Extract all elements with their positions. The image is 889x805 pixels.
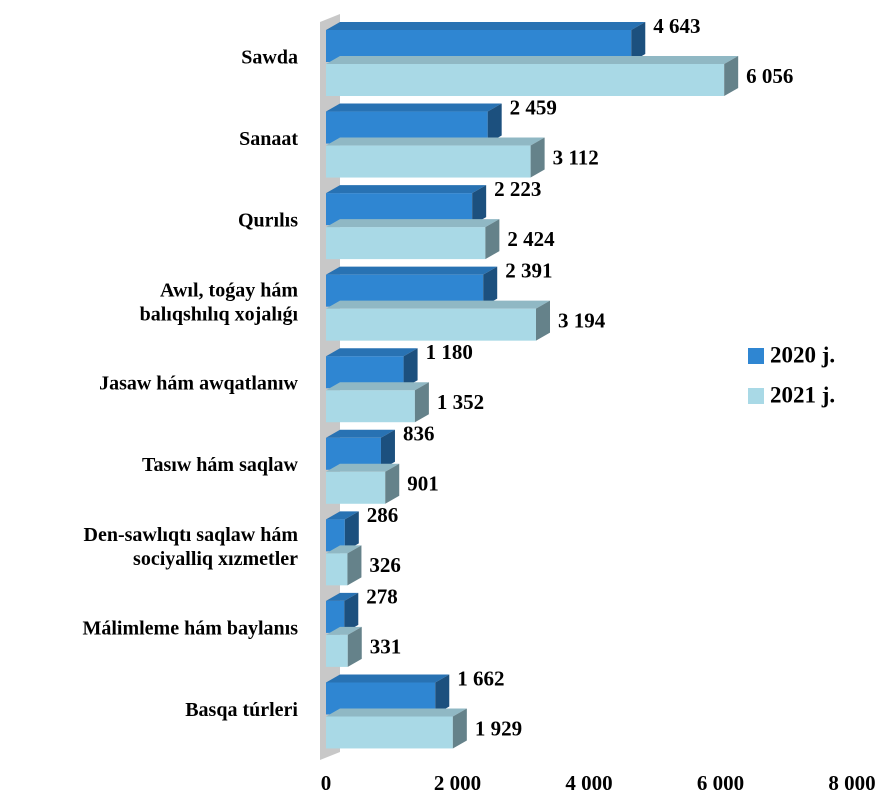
bar-top	[326, 545, 362, 554]
bar	[326, 471, 386, 504]
bar-side	[435, 674, 450, 715]
legend-label: 2020 j.	[770, 342, 835, 367]
value-label: 1 180	[426, 340, 473, 364]
x-tick-label: 0	[321, 771, 332, 795]
bar	[326, 64, 725, 96]
category-label: Den-sawlıqtı saqlaw hám sociyalliq xızmet…	[84, 524, 299, 570]
category-label: Awıl, toǵay hám balıqshılıq xojalıǵı	[140, 279, 299, 325]
bar	[326, 600, 345, 633]
category-label: Tasıw hám saqlaw	[142, 454, 299, 476]
bar-side	[472, 185, 487, 226]
bar	[326, 227, 486, 260]
category-label: Basqa túrleri	[185, 699, 298, 721]
bar-top	[326, 300, 551, 309]
bar-side	[483, 266, 498, 307]
value-label: 6 056	[746, 64, 793, 88]
x-tick-label: 6 000	[697, 771, 744, 795]
bar-top	[326, 511, 359, 520]
bar-side	[344, 511, 359, 552]
bar-side	[724, 56, 739, 96]
bar-side	[403, 348, 418, 389]
value-label: 2 459	[510, 95, 557, 119]
bar-top	[326, 348, 418, 357]
legend-swatch	[748, 348, 764, 364]
bar-side	[344, 592, 359, 633]
bar-top	[326, 382, 429, 391]
value-label: 331	[370, 635, 402, 659]
bar-side	[380, 429, 395, 470]
bar-side	[485, 219, 500, 260]
bar-top	[326, 22, 646, 30]
bar-top	[326, 103, 502, 112]
bar	[326, 390, 415, 423]
bar	[326, 716, 453, 749]
value-label: 278	[366, 585, 398, 609]
legend-label: 2021 j.	[770, 382, 835, 407]
value-label: 1 662	[457, 666, 504, 690]
value-label: 3 112	[553, 145, 599, 169]
bar-side	[347, 626, 362, 667]
bar-top	[326, 592, 359, 601]
value-label: 326	[369, 553, 401, 577]
value-label: 4 643	[653, 14, 700, 38]
bar-side	[487, 103, 502, 144]
bar-top	[326, 429, 395, 438]
bar-top	[326, 266, 498, 275]
value-label: 2 391	[505, 258, 552, 282]
bar	[326, 634, 348, 667]
value-label: 2 223	[494, 177, 541, 201]
bar-top	[326, 137, 545, 146]
value-label: 3 194	[558, 308, 606, 332]
category-label: Jasaw hám awqatlanıw	[99, 373, 298, 395]
bar-side	[414, 382, 429, 423]
bar-top	[326, 219, 500, 228]
category-label: Sawda	[241, 46, 298, 68]
bar-side	[452, 708, 467, 749]
legend-swatch	[748, 388, 764, 404]
bar-side	[536, 300, 551, 341]
value-label: 836	[403, 422, 435, 446]
value-label: 286	[367, 503, 399, 527]
bar-side	[385, 463, 400, 504]
x-tick-label: 4 000	[565, 771, 612, 795]
bar-top	[326, 674, 450, 683]
value-label: 901	[407, 472, 439, 496]
bar	[326, 519, 345, 552]
category-label: Málimleme hám baylanıs	[82, 617, 298, 639]
bar-top	[326, 56, 739, 64]
x-tick-label: 8 000	[828, 771, 875, 795]
category-label: Sanaat	[239, 128, 298, 150]
category-label: Qurılıs	[238, 209, 298, 231]
bar-top	[326, 708, 467, 717]
bar	[326, 145, 531, 178]
bar	[326, 553, 348, 586]
bar-side	[530, 137, 545, 178]
value-label: 1 352	[437, 390, 484, 414]
bar-side	[631, 22, 646, 62]
bar-side	[347, 545, 362, 586]
bar-top	[326, 185, 487, 194]
value-label: 1 929	[475, 716, 522, 740]
x-tick-label: 2 000	[434, 771, 481, 795]
bar	[326, 308, 537, 341]
bar-top	[326, 626, 362, 635]
value-label: 2 424	[507, 227, 555, 251]
bar-top	[326, 463, 400, 472]
